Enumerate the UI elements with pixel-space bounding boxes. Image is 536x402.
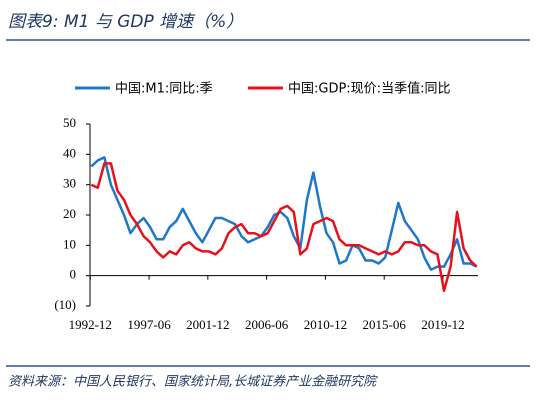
x-tick-label: 2006-06 bbox=[245, 317, 289, 332]
y-tick-label: 20 bbox=[63, 206, 76, 221]
y-tick-label: 30 bbox=[63, 176, 76, 191]
chart-title: 图表9: M1 与 GDP 增速（%） bbox=[8, 12, 243, 32]
series-line bbox=[90, 156, 478, 271]
y-tick-label: 0 bbox=[70, 267, 77, 282]
x-tick-label: 2015-06 bbox=[363, 317, 407, 332]
y-tick-label: 50 bbox=[63, 115, 76, 130]
y-tick-label: (10) bbox=[54, 297, 76, 312]
x-tick-label: 2010-12 bbox=[304, 317, 347, 332]
y-tick-label: 10 bbox=[63, 236, 76, 251]
source: 资料来源：中国人民银行、国家统计局,长城证券产业金融研究院 bbox=[8, 374, 378, 390]
series-line bbox=[90, 162, 478, 293]
y-tick-label: 40 bbox=[63, 145, 76, 160]
legend-label: 中国:M1:同比:季 bbox=[115, 82, 213, 97]
x-tick-label: 1997-06 bbox=[127, 317, 171, 332]
x-tick-label: 1992-12 bbox=[69, 317, 112, 332]
legend-label: 中国:GDP:现价:当季值:同比 bbox=[288, 81, 450, 97]
x-tick-label: 2019-12 bbox=[421, 317, 464, 332]
x-tick-label: 2001-12 bbox=[186, 317, 229, 332]
